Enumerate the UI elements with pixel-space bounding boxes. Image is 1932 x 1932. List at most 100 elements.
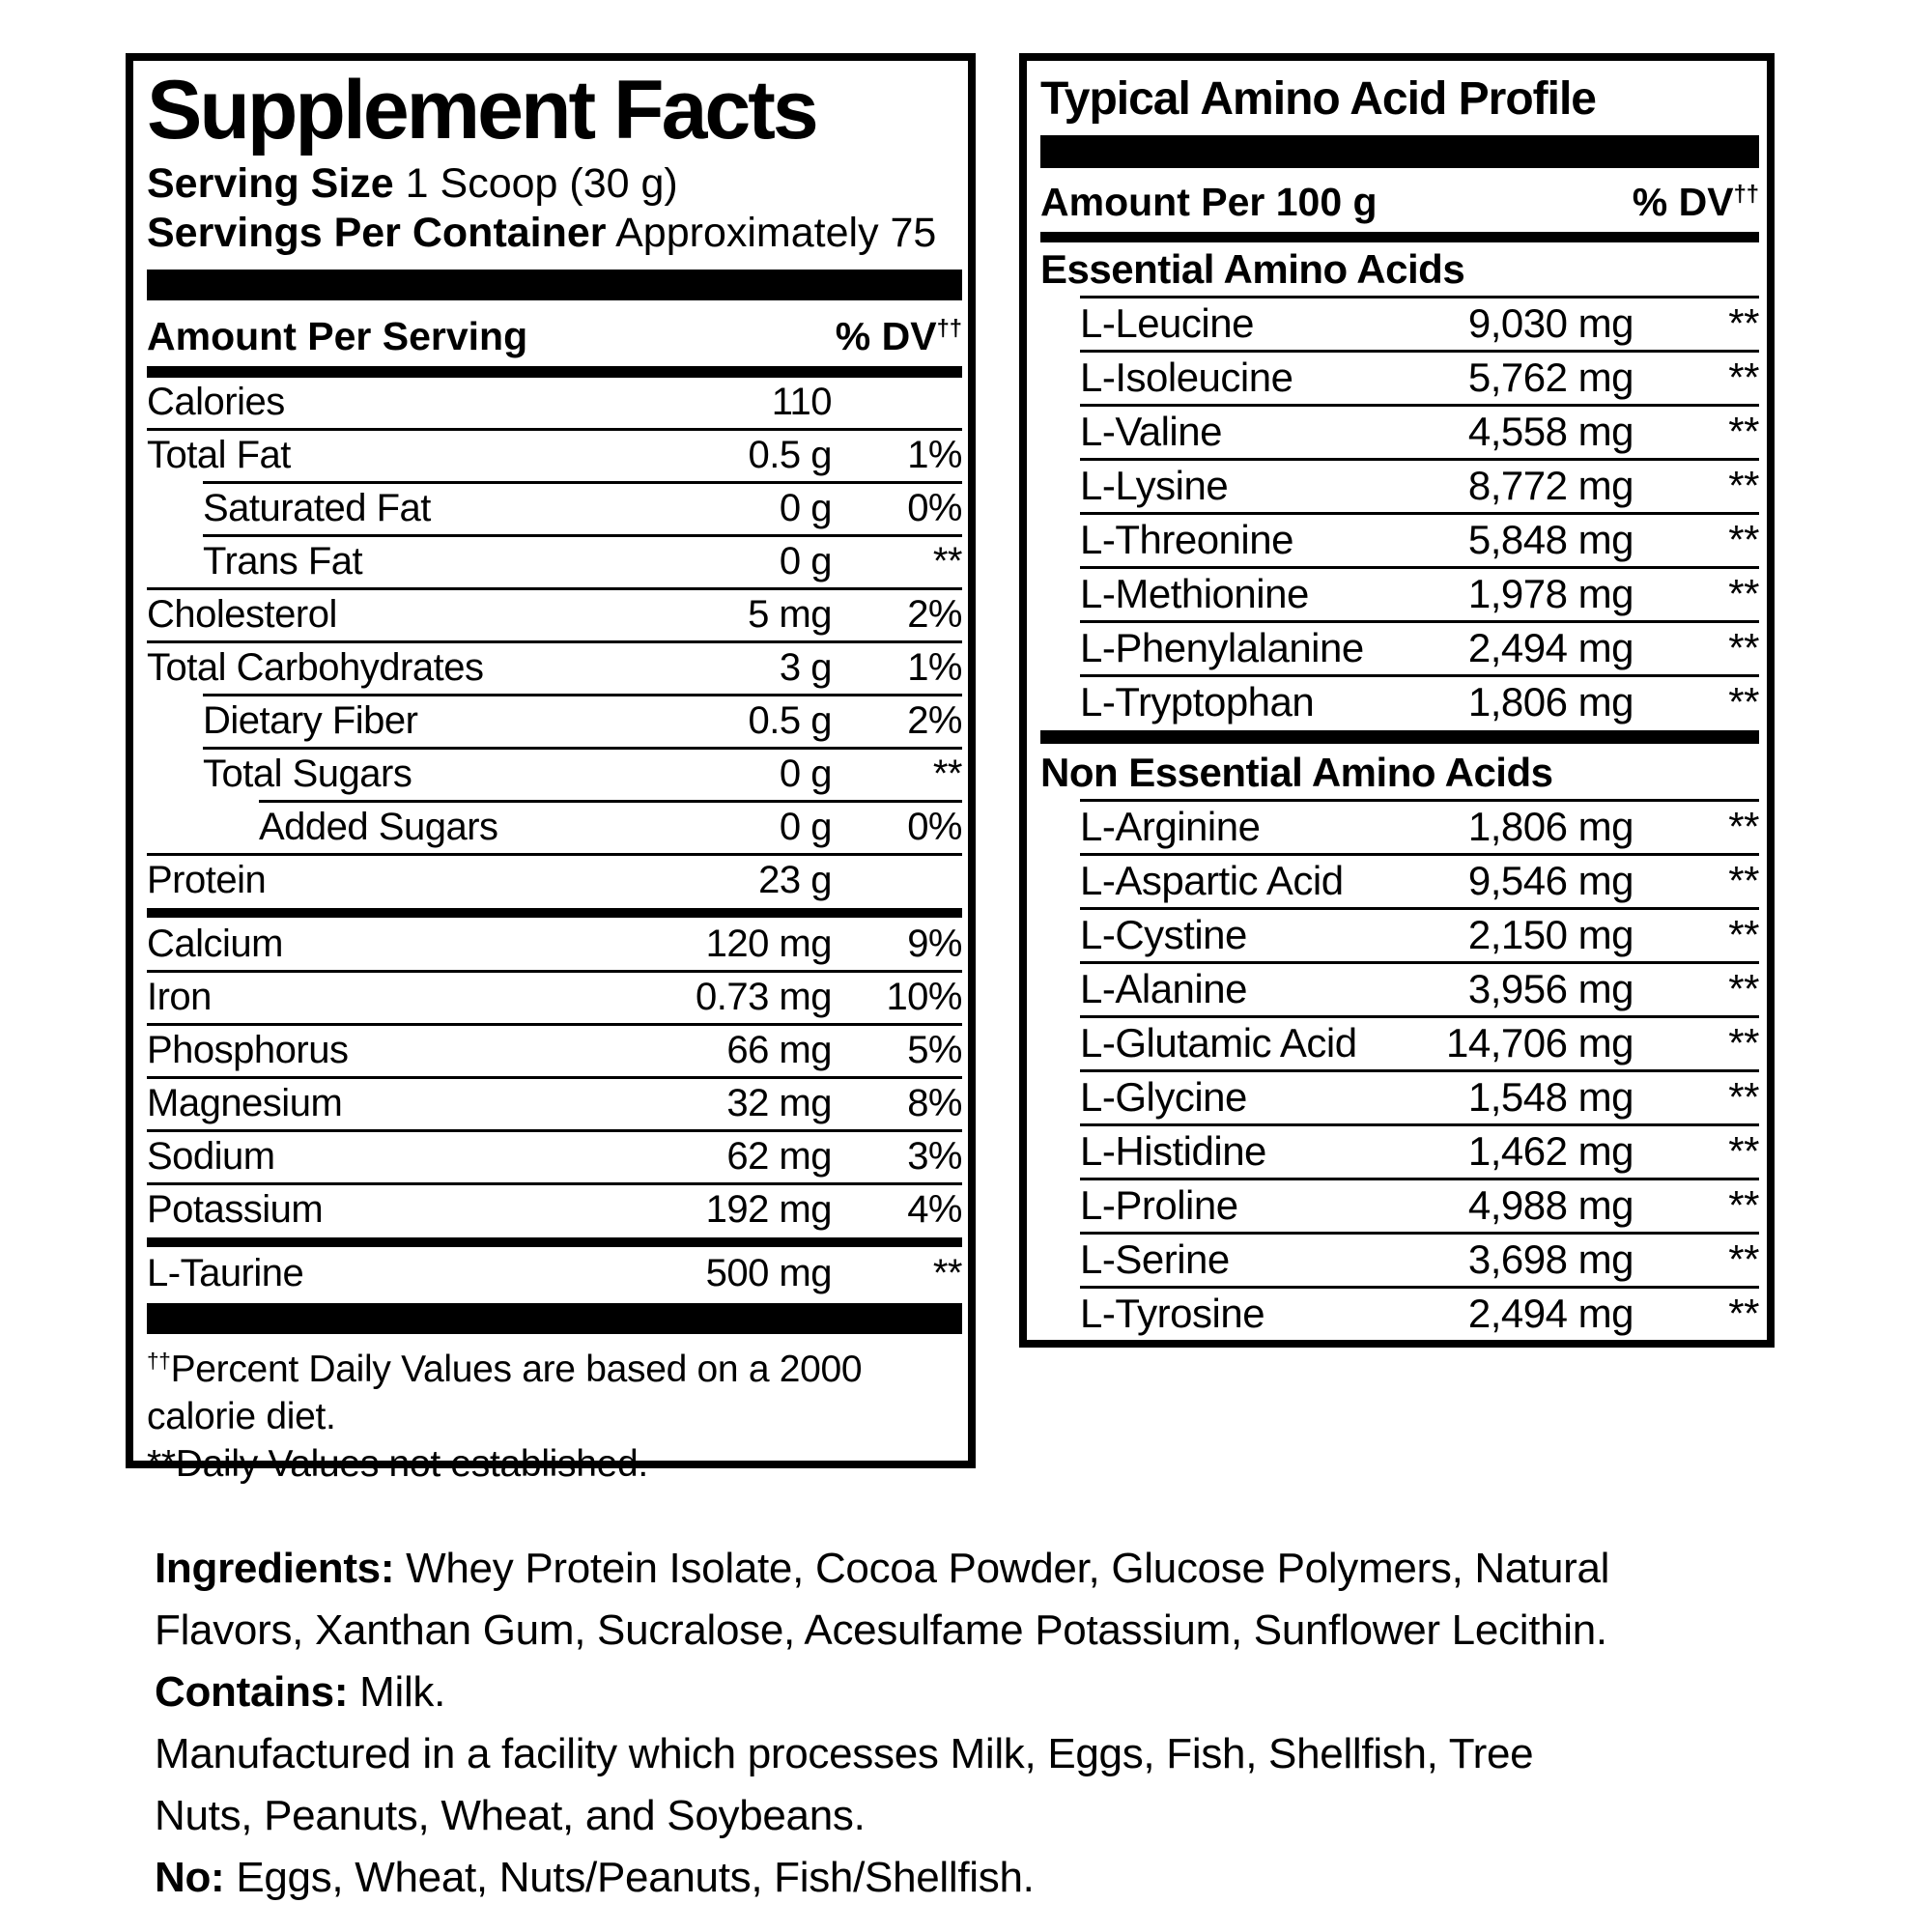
- row-rule: [1080, 1068, 1759, 1072]
- amount-header-label: Amount Per 100 g: [1040, 179, 1378, 224]
- nutrient-amount: 0 g: [779, 540, 833, 583]
- amino-acid-row: L-Proline 4,988 mg **: [1040, 1180, 1760, 1232]
- amino-name: L-Lysine: [1080, 463, 1229, 509]
- nutrient-name: Calcium: [147, 923, 283, 966]
- nutrient-dv: **: [932, 540, 963, 583]
- amino-dv: **: [1728, 625, 1759, 671]
- row-rule: [147, 1128, 962, 1132]
- amino-amount: 1,806 mg: [1467, 804, 1634, 850]
- nutrient-amount: 500 mg: [705, 1252, 833, 1295]
- amino-section-heading: Non Essential Amino Acids: [1040, 749, 1553, 795]
- divider-thin: [147, 365, 962, 378]
- row-rule: [1080, 906, 1759, 910]
- row-rule: [147, 1181, 962, 1185]
- nutrient-row: Dietary Fiber 0.5 g 2%: [147, 696, 963, 747]
- nutrient-row: Sodium 62 mg 3%: [147, 1132, 963, 1182]
- ingredients-line: Contains: Milk.: [155, 1668, 446, 1716]
- serving-size-label: Serving Size: [147, 159, 394, 207]
- divider-mid: [147, 1236, 962, 1247]
- amino-dv: **: [1728, 300, 1759, 347]
- nutrient-amount: 0.73 mg: [695, 976, 833, 1019]
- footnote-line: ††Percent Daily Values are based on a 20…: [147, 1348, 863, 1437]
- amino-profile-sections: Essential Amino Acids L-Leucine 9,030 mg **…: [1040, 242, 1760, 1340]
- amino-name: L-Glycine: [1080, 1074, 1247, 1121]
- nutrient-amount: 0 g: [779, 487, 833, 530]
- amino-dv: **: [1728, 966, 1759, 1012]
- amino-acid-row: L-Aspartic Acid 9,546 mg **: [1040, 856, 1760, 907]
- row-rule: [147, 852, 962, 856]
- row-rule: [1080, 960, 1759, 964]
- double-dagger-mark: ††: [147, 1348, 171, 1373]
- row-rule: [1080, 673, 1759, 677]
- nutrient-dv: **: [932, 753, 963, 796]
- ingredients-line-label: No:: [155, 1854, 225, 1901]
- amino-name: L-Tryptophan: [1080, 679, 1315, 725]
- nutrient-dv: 0%: [907, 487, 962, 530]
- serving-size-value: 1 Scoop (30 g): [393, 159, 678, 207]
- amino-dv: **: [1728, 858, 1759, 904]
- nutrient-amount: 23 g: [758, 859, 832, 902]
- footnote-line: **Daily Values not established.: [147, 1442, 648, 1485]
- nutrient-dv: 5%: [907, 1029, 962, 1072]
- nutrient-row: Protein 23 g: [147, 856, 962, 906]
- row-rule: [147, 1022, 962, 1026]
- amino-name: L-Histidine: [1080, 1128, 1266, 1175]
- amino-amount: 3,956 mg: [1467, 966, 1634, 1012]
- nutrient-dv: 2%: [907, 699, 962, 743]
- row-rule: [1080, 1285, 1759, 1289]
- amino-acid-row: L-Valine 4,558 mg **: [1040, 407, 1760, 458]
- nutrient-row: Trans Fat 0 g **: [147, 537, 963, 587]
- nutrient-amount: 62 mg: [726, 1135, 832, 1179]
- amino-name: L-Proline: [1080, 1182, 1238, 1229]
- amino-name: L-Cystine: [1080, 912, 1247, 958]
- nutrient-name: Total Sugars: [203, 753, 412, 796]
- amino-acid-row: L-Serine 3,698 mg **: [1040, 1235, 1760, 1286]
- amino-dv: **: [1728, 355, 1759, 401]
- divider-thick: [1040, 134, 1759, 168]
- nutrient-name: Magnesium: [147, 1082, 343, 1125]
- nutrient-amount: 192 mg: [705, 1188, 833, 1232]
- amino-name: L-Leucine: [1080, 300, 1254, 347]
- divider-mid: [1040, 729, 1759, 744]
- supplement-facts-rows: Calories 110 Total Fat 0.5 g 1% Saturated Fat…: [147, 378, 963, 1299]
- amino-acid-profile-panel: Typical Amino Acid Profile Amount Per 10…: [1019, 53, 1775, 1348]
- amino-name: L-Threonine: [1080, 517, 1293, 563]
- row-rule: [147, 969, 962, 973]
- servings-per-container-line: Servings Per Container Approximately 75: [147, 209, 962, 258]
- amino-name: L-Serine: [1080, 1236, 1230, 1283]
- nutrient-amount: 120 mg: [705, 923, 833, 966]
- amino-amount: 4,988 mg: [1467, 1182, 1634, 1229]
- nutrient-dv: 0%: [907, 806, 962, 849]
- nutrient-name: Dietary Fiber: [203, 699, 418, 743]
- nutrient-name: Total Carbohydrates: [147, 646, 484, 690]
- amino-amount: 1,978 mg: [1467, 571, 1634, 617]
- amino-amount: 1,548 mg: [1467, 1074, 1634, 1121]
- amino-name: L-Methionine: [1080, 571, 1309, 617]
- ingredients-line: Ingredients: Whey Protein Isolate, Cocoa…: [155, 1545, 1610, 1592]
- nutrient-row: Calories 110: [147, 378, 962, 428]
- supplement-facts-title: Supplement Facts: [147, 64, 819, 156]
- row-rule: [1080, 619, 1759, 623]
- nutrient-row: Magnesium 32 mg 8%: [147, 1079, 963, 1129]
- nutrient-name: Potassium: [147, 1188, 324, 1232]
- row-rule: [1080, 852, 1759, 856]
- amino-name: L-Arginine: [1080, 804, 1261, 850]
- ingredients-block: Ingredients: Whey Protein Isolate, Cocoa…: [155, 1538, 1797, 1909]
- amino-acid-row: L-Tryptophan 1,806 mg **: [1040, 677, 1760, 728]
- nutrient-amount: 0.5 g: [748, 434, 833, 477]
- amino-acid-row: L-Alanine 3,956 mg **: [1040, 964, 1760, 1015]
- row-rule: [147, 1075, 962, 1079]
- ingredients-line-label: Contains:: [155, 1668, 349, 1716]
- ingredients-line-label: Ingredients:: [155, 1545, 395, 1592]
- amino-acid-row: L-Phenylalanine 2,494 mg **: [1040, 623, 1760, 674]
- amino-amount: 5,762 mg: [1467, 355, 1634, 401]
- amount-per-100g-header: Amount Per 100 g % DV††: [1040, 174, 1759, 230]
- row-rule: [259, 799, 962, 803]
- nutrient-row: Saturated Fat 0 g 0%: [147, 484, 963, 534]
- servings-label: Servings Per Container: [147, 209, 607, 256]
- amino-acid-row: L-Methionine 1,978 mg **: [1040, 569, 1760, 620]
- nutrient-row: Potassium 192 mg 4%: [147, 1185, 963, 1236]
- nutrient-row: Added Sugars 0 g 0%: [147, 803, 963, 853]
- nutrient-row: L-Taurine 500 mg **: [147, 1249, 963, 1299]
